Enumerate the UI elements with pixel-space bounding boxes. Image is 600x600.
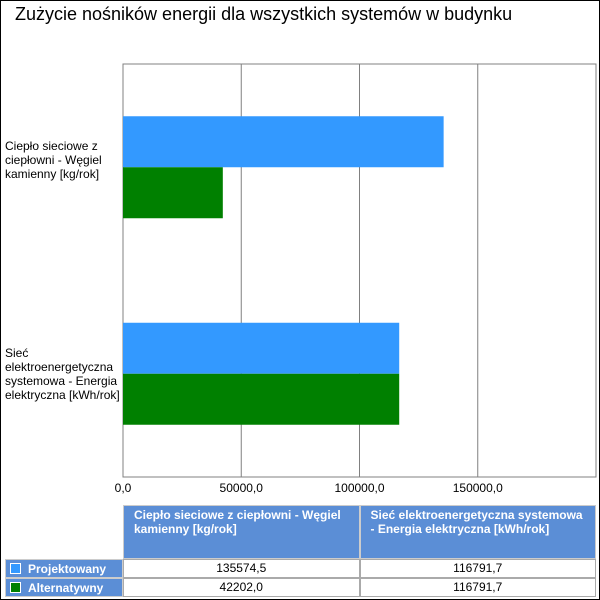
table-cell: 116791,7 (359, 578, 596, 597)
legend-entry: Alternatywny (5, 578, 123, 597)
bar (123, 373, 400, 425)
table-cell: 116791,7 (359, 559, 596, 578)
legend-entry: Projektowany (5, 559, 123, 578)
bar (123, 116, 444, 168)
chart-title: Zużycie nośników energii dla wszystkich … (15, 4, 513, 24)
table-header: Sieć elektroenergetyczna systemowa - Ene… (359, 505, 596, 559)
category-label: Ciepło sieciowe z ciepłowni - Węgiel kam… (5, 139, 102, 182)
bar (123, 322, 400, 374)
x-tick-label: 0,0 (114, 481, 132, 495)
legend-swatch (10, 582, 21, 593)
bar (123, 167, 223, 219)
table-cell: 135574,5 (123, 559, 360, 578)
x-tick-label: 150000,0 (452, 481, 503, 495)
x-tick-label: 50000,0 (219, 481, 263, 495)
legend-label: Alternatywny (28, 580, 104, 595)
legend-swatch (10, 563, 21, 574)
table-header: Ciepło sieciowe z ciepłowni - Węgiel kam… (123, 505, 360, 559)
legend-label: Projektowany (28, 561, 107, 576)
x-tick-label: 100000,0 (334, 481, 385, 495)
category-label: Sieć elektroenergetyczna systemowa - Ene… (5, 345, 120, 402)
table-cell: 42202,0 (123, 578, 360, 597)
